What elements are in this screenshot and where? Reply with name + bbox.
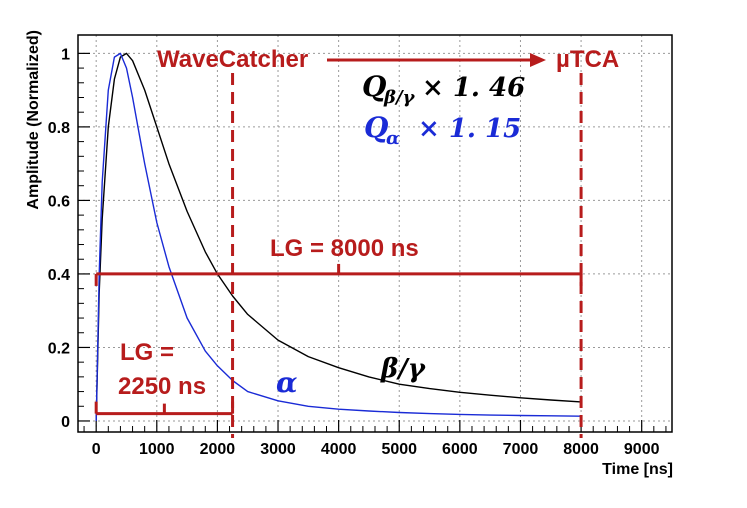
y-tick-label: 1: [61, 46, 70, 63]
series-line-alpha: [95, 52, 582, 422]
lg-short-label-line2: 2250 ns: [118, 373, 206, 400]
x-tick-label: 3000: [260, 441, 296, 458]
x-tick-label: 0: [92, 441, 101, 458]
utca-label: µTCA: [556, 46, 619, 73]
y-tick-label: 0.6: [48, 193, 70, 210]
x-tick-label: 2000: [200, 441, 236, 458]
axis-ticks: [78, 52, 667, 432]
alpha-curve-label: α: [276, 366, 298, 399]
q-beta-symbol: Q: [362, 70, 386, 103]
x-tick-label: 8000: [563, 441, 599, 458]
q-alpha-factor: × 1. 15: [418, 114, 521, 144]
x-tick-label: 9000: [624, 441, 660, 458]
x-tick-label: 1000: [139, 441, 175, 458]
window-arrow-head: [530, 53, 546, 67]
lg-long-label: LG = 8000 ns: [270, 235, 419, 262]
x-tick-label: 4000: [321, 441, 357, 458]
wavecatcher-label: WaveCatcher: [157, 46, 308, 73]
y-axis-title: Amplitude (Normalized): [25, 30, 42, 210]
annotations: [94, 53, 583, 438]
x-axis-title: Time [ns]: [602, 461, 673, 478]
q-alpha-symbol: Q: [364, 111, 388, 144]
lg-short-label-line1: LG =: [120, 339, 174, 366]
y-tick-label: 0: [61, 414, 70, 431]
x-tick-label: 5000: [381, 441, 417, 458]
beta-gamma-curve-label: β/γ: [380, 354, 427, 384]
x-tick-label: 6000: [442, 441, 478, 458]
q-beta-factor: × 1. 46: [422, 73, 525, 103]
q-beta-gamma-annotation: Q β/γ × 1. 46: [362, 70, 525, 108]
x-tick-labels: 0 1000 2000 3000 4000 5000 6000 7000 8000 9000: [92, 441, 660, 458]
y-tick-label: 0.4: [48, 267, 70, 284]
y-tick-label: 0.8: [48, 120, 70, 137]
q-alpha-subscript: α: [386, 128, 400, 149]
q-alpha-annotation: Q α × 1. 15: [364, 111, 521, 149]
y-tick-label: 0.2: [48, 340, 70, 357]
q-beta-subscript: β/γ: [383, 87, 416, 108]
y-tick-labels: 0 0.2 0.4 0.6 0.8 1: [48, 46, 70, 431]
x-tick-label: 7000: [503, 441, 539, 458]
